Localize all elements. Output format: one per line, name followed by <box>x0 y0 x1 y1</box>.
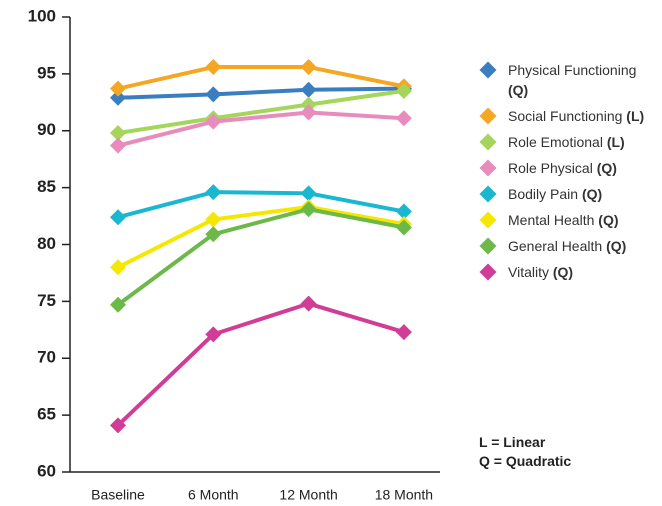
legend-label: Role Emotional <box>508 134 603 150</box>
legend-item: General Health (Q) <box>478 236 654 256</box>
legend-item: Bodily Pain (Q) <box>478 184 654 204</box>
legend-swatch <box>479 159 497 177</box>
legend-model: (Q) <box>508 82 529 98</box>
y-tick-label: 100 <box>28 6 56 25</box>
legend-text: Bodily Pain (Q) <box>508 184 646 204</box>
point <box>395 203 412 220</box>
legend-item: Role Emotional (L) <box>478 132 654 152</box>
series-line <box>117 110 405 148</box>
legend-model: (Q) <box>581 186 603 202</box>
legend-swatch <box>479 61 497 79</box>
point <box>110 125 126 142</box>
point <box>205 59 222 76</box>
legend-model: (Q) <box>606 238 627 254</box>
point <box>110 259 126 276</box>
legend-text: Physical Functioning (Q) <box>508 60 646 100</box>
series-line <box>117 88 405 136</box>
legend-label: Role Physical <box>508 160 593 176</box>
legend-swatch <box>479 263 497 281</box>
point <box>110 296 126 313</box>
legend-swatch <box>479 107 497 125</box>
series-line <box>117 190 405 220</box>
legend-model: (Q) <box>596 160 617 176</box>
notes: L = Linear Q = Quadratic <box>479 433 571 471</box>
point <box>300 201 317 218</box>
legend-label: Physical Functioning <box>508 62 637 78</box>
point <box>110 89 126 106</box>
annotation: Q = Quadratic <box>479 453 572 469</box>
x-tick-label: 12 Month <box>279 487 337 503</box>
y-tick-label: 75 <box>37 291 56 310</box>
legend-text: Role Physical (Q) <box>508 158 646 178</box>
x-tick-label: Baseline <box>91 487 145 503</box>
legend-label: Mental Health <box>508 212 595 228</box>
series-line <box>116 301 405 427</box>
point <box>300 81 317 98</box>
point <box>110 209 126 226</box>
point <box>300 295 317 312</box>
legend-swatch <box>479 185 497 203</box>
legend-item: Vitality (Q) <box>478 262 654 282</box>
series-line <box>117 86 404 100</box>
point <box>205 184 222 201</box>
point <box>300 104 317 121</box>
legend-label: General Health <box>508 238 603 254</box>
point <box>395 219 412 236</box>
x-tick-label: 18 Month <box>375 487 433 503</box>
legend-text: Mental Health (Q) <box>508 210 646 230</box>
legend-swatch <box>479 211 497 229</box>
legend-model: (L) <box>606 134 625 150</box>
point <box>300 185 317 202</box>
legend-label: Vitality <box>508 264 549 280</box>
y-tick-label: 90 <box>37 120 56 139</box>
y-tick-label: 60 <box>37 461 56 480</box>
annotation: L = Linear <box>479 434 546 450</box>
point <box>110 80 126 97</box>
legend-text: General Health (Q) <box>508 236 646 256</box>
legend-text: Role Emotional (L) <box>508 132 646 152</box>
point <box>300 59 317 76</box>
point <box>205 113 222 130</box>
legend-model: (Q) <box>598 212 619 228</box>
legend-swatch <box>479 237 497 255</box>
legend-model: (L) <box>626 108 645 124</box>
series-line <box>117 65 405 91</box>
legend-item: Social Functioning (L) <box>478 106 654 126</box>
point <box>110 417 126 434</box>
legend-item: Role Physical (Q) <box>478 158 654 178</box>
point <box>110 137 126 154</box>
legend-item: Mental Health (Q) <box>478 210 654 230</box>
point <box>205 211 222 228</box>
point <box>395 82 412 99</box>
x-tick-label: 6 Month <box>188 487 239 503</box>
legend-model: (Q) <box>552 264 574 280</box>
legend-text: Social Functioning (L) <box>508 106 646 126</box>
y-tick-label: 65 <box>37 405 56 424</box>
legend: Physical Functioning (Q) Social Functioni… <box>478 60 654 288</box>
series-line <box>116 207 405 307</box>
y-tick-label: 95 <box>37 63 56 82</box>
point <box>205 86 222 103</box>
legend-label: Social Functioning <box>508 108 623 124</box>
legend-swatch <box>479 133 497 151</box>
legend-text: Vitality (Q) <box>508 262 646 282</box>
legend-item: Physical Functioning (Q) <box>478 60 654 100</box>
y-tick-label: 70 <box>37 348 56 367</box>
legend-label: Bodily Pain <box>508 186 579 202</box>
point <box>395 324 412 341</box>
y-tick-label: 80 <box>37 234 56 253</box>
point <box>205 326 222 343</box>
y-tick-label: 85 <box>37 177 56 196</box>
point <box>395 110 412 127</box>
series-line <box>117 204 405 270</box>
point <box>205 226 222 243</box>
